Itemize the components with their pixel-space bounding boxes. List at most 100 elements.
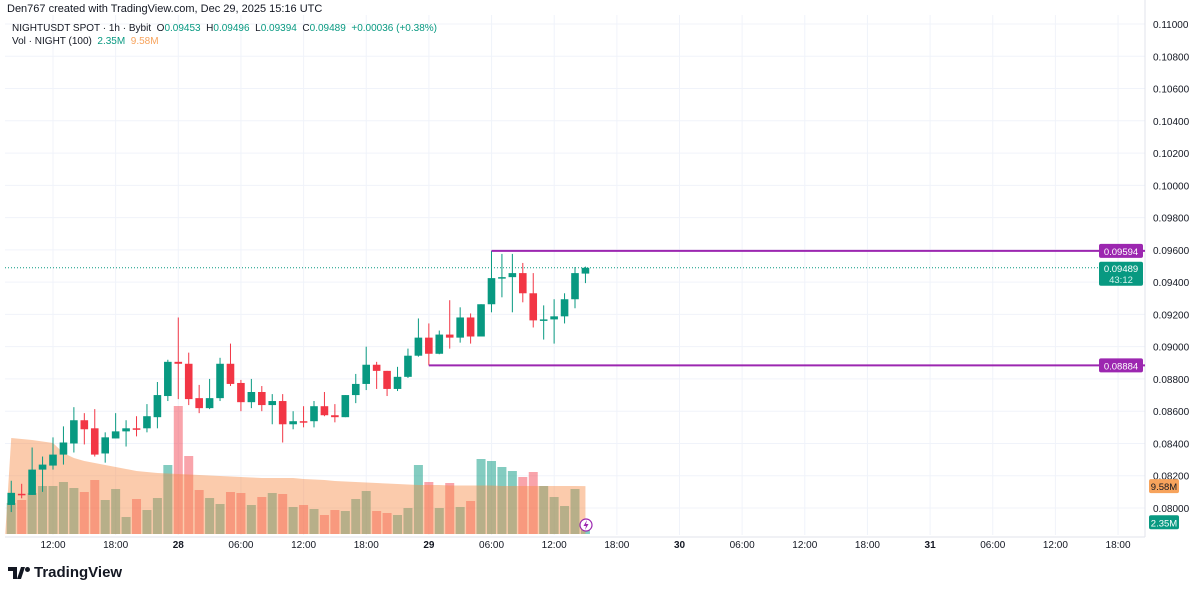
volume-bar: [17, 500, 27, 534]
candle: [445, 300, 454, 349]
low-value: 0.09394: [260, 23, 297, 34]
volume-bar: [413, 465, 423, 534]
candle-body: [539, 319, 548, 321]
candle: [571, 266, 579, 309]
candle-body: [216, 363, 224, 399]
volume-bar: [424, 482, 434, 534]
candle-body: [466, 317, 475, 337]
tradingview-logo-icon: [8, 566, 30, 579]
candle: [351, 373, 360, 404]
y-tick-label: 0.10000: [1153, 181, 1190, 192]
volume-bar: [267, 493, 277, 534]
candle-body: [529, 293, 538, 321]
candle: [519, 262, 527, 303]
x-tick-label: 12:00: [542, 540, 567, 551]
volume-bar: [382, 513, 392, 534]
change-value: +0.00036 (+0.38%): [351, 23, 437, 34]
volume-bar: [351, 499, 361, 534]
volume-bar: [6, 503, 16, 534]
candle-body: [80, 420, 89, 430]
y-tick-label: 0.10800: [1153, 52, 1190, 63]
candle-body: [372, 364, 381, 371]
volume-bar: [466, 501, 476, 534]
volume-bar: [507, 471, 517, 534]
close-value: 0.09489: [309, 23, 346, 34]
candle-body: [101, 437, 109, 454]
candle-body: [247, 392, 256, 403]
high-value: 0.09496: [213, 23, 250, 34]
volume-bar: [372, 511, 382, 534]
candle: [581, 266, 590, 284]
volume-bar: [486, 461, 496, 534]
candle-body: [393, 376, 402, 389]
volume-value: 2.35M: [97, 36, 126, 47]
volume-bar: [528, 472, 538, 534]
candle-body: [143, 416, 151, 429]
volume-bar: [361, 491, 371, 534]
level-price-tag: [1099, 358, 1143, 373]
tradingview-logo: TradingView: [8, 564, 122, 581]
candle: [372, 361, 381, 389]
volume-last-tag: [1149, 515, 1179, 530]
level-price-tag: [1099, 243, 1143, 258]
candle-body: [487, 278, 496, 305]
candle-body: [237, 382, 245, 403]
candle: [425, 323, 433, 366]
volume-bar: [69, 488, 79, 534]
candle: [174, 317, 183, 400]
symbol-info[interactable]: NIGHTUSDT SPOT · 1h · Bybit: [12, 23, 152, 34]
y-tick-label: 0.09000: [1153, 343, 1190, 354]
candle: [508, 253, 517, 313]
volume-bar: [393, 515, 403, 534]
volume-bar: [58, 482, 68, 534]
volume-bar: [319, 515, 329, 534]
ohlc-legend: NIGHTUSDT SPOT · 1h · Bybit O0.09453 H0.…: [12, 22, 437, 35]
x-tick-label: 06:00: [730, 540, 755, 551]
x-tick-label: 29: [423, 540, 435, 551]
candle-body: [477, 304, 485, 337]
volume-bar: [184, 456, 194, 534]
volume-ma-area: [5, 438, 586, 534]
volume-bar: [278, 494, 288, 534]
candle-body: [278, 401, 287, 425]
open-value: 0.09453: [164, 23, 201, 34]
candle: [80, 413, 89, 445]
volume-bar: [100, 500, 110, 534]
volume-bar: [236, 493, 246, 534]
x-tick-label: 18:00: [354, 540, 379, 551]
volume-label[interactable]: Vol · NIGHT (100): [12, 36, 92, 47]
volume-bar: [434, 508, 444, 534]
h-label: H: [206, 23, 214, 34]
x-tick-label: 30: [674, 540, 686, 551]
volume-bar: [549, 497, 559, 534]
candle-body: [90, 428, 99, 455]
candle-body: [435, 334, 444, 354]
volume-bar: [90, 480, 100, 534]
candle-body: [341, 395, 350, 418]
y-tick-label: 0.10400: [1153, 117, 1190, 128]
x-tick-label: 12:00: [40, 540, 65, 551]
candle: [59, 426, 68, 465]
lightning-icon-bolt: [583, 520, 589, 530]
candle-body: [28, 469, 36, 495]
candle: [268, 394, 277, 425]
y-tick-label: 0.08400: [1153, 439, 1190, 450]
candle-body: [174, 361, 183, 364]
candle: [289, 411, 297, 430]
candle-body: [498, 277, 506, 279]
c-label: C: [302, 23, 310, 34]
candle: [477, 304, 485, 337]
x-tick-label: 18:00: [855, 540, 880, 551]
candle: [143, 404, 151, 433]
lightning-icon[interactable]: [579, 518, 593, 532]
x-tick-label: 12:00: [792, 540, 817, 551]
volume-bar: [560, 506, 570, 534]
candle-body: [38, 464, 47, 470]
volume-bar: [215, 504, 225, 534]
candle: [331, 404, 339, 423]
y-tick-label: 0.09600: [1153, 246, 1190, 257]
x-tick-label: 18:00: [103, 540, 128, 551]
candle: [414, 318, 423, 357]
volume-ma-tag: [1149, 479, 1179, 494]
